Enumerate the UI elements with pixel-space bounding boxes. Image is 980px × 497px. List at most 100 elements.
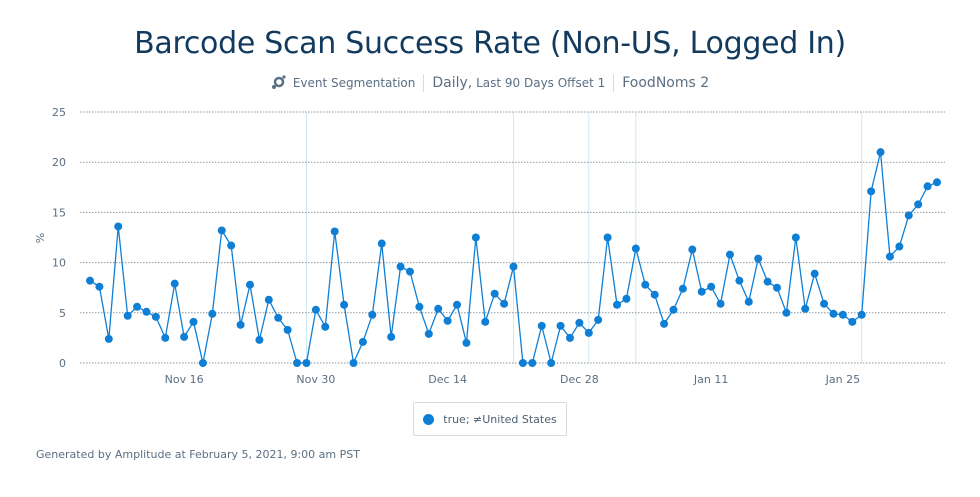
data-point: [537, 321, 546, 330]
data-point: [405, 267, 414, 276]
data-point: [716, 299, 725, 308]
data-point: [895, 242, 904, 251]
project-name: FoodNoms 2: [622, 75, 710, 91]
data-point: [810, 269, 819, 278]
data-point: [453, 300, 462, 309]
legend[interactable]: true; ≠United States: [413, 402, 567, 436]
data-point: [857, 310, 866, 319]
data-point: [556, 321, 565, 330]
data-point: [660, 319, 669, 328]
data-point: [142, 307, 151, 316]
data-point: [434, 304, 443, 313]
data-point: [151, 312, 160, 321]
data-point: [245, 280, 254, 289]
data-point: [462, 338, 471, 347]
data-point: [208, 309, 217, 318]
data-point: [933, 178, 941, 187]
data-point: [123, 311, 132, 320]
data-point: [622, 294, 631, 303]
chart-subtitle: Event Segmentation Daily, Last 90 Days O…: [0, 74, 980, 92]
event-segmentation-icon: [271, 74, 287, 92]
line-chart: 0 5 10 15 20 25% Nov 16 Nov 30 Dec 14 Dec 28 Jan 1…: [34, 106, 945, 386]
chart-title: Barcode Scan Success Rate (Non-US, Logge…: [134, 26, 846, 61]
y-tick-label: 10: [52, 257, 66, 270]
data-point: [791, 233, 800, 242]
data-point: [170, 279, 179, 288]
y-tick-label: 0: [59, 357, 66, 370]
data-point: [189, 317, 198, 326]
data-point: [885, 252, 894, 261]
data-point: [387, 332, 396, 341]
data-point: [914, 200, 923, 209]
data-point: [678, 284, 687, 293]
y-tick-label: 25: [52, 106, 66, 119]
data-point: [876, 148, 885, 157]
data-point: [133, 302, 142, 311]
data-point: [264, 295, 273, 304]
data-point: [349, 359, 358, 367]
data-point: [358, 337, 367, 346]
data-point: [293, 359, 302, 367]
data-point: [631, 244, 640, 253]
data-point: [283, 325, 292, 334]
data-point: [180, 332, 189, 341]
data-point: [867, 187, 876, 196]
data-point: [707, 282, 716, 291]
footer-note: Generated by Amplitude at February 5, 20…: [36, 448, 360, 461]
data-point: [377, 239, 386, 248]
data-point: [735, 276, 744, 285]
data-point: [481, 317, 490, 326]
data-point: [95, 282, 104, 291]
data-point: [829, 309, 838, 318]
data-point: [688, 245, 697, 254]
x-tick-label: Jan 25: [825, 373, 860, 386]
data-point: [923, 182, 932, 191]
data-point: [528, 359, 537, 367]
x-tick-label: Nov 16: [165, 373, 204, 386]
data-point: [500, 299, 509, 308]
data-point: [594, 315, 603, 324]
data-point: [302, 359, 311, 367]
data-point: [114, 222, 123, 231]
data-point: [396, 262, 405, 271]
data-point: [584, 328, 593, 337]
data-point: [424, 329, 433, 338]
data-point: [198, 359, 207, 367]
data-point: [669, 305, 678, 314]
data-point: [86, 276, 94, 285]
data-point: [311, 305, 320, 314]
data-point: [763, 277, 772, 286]
data-point: [227, 241, 236, 250]
data-point: [547, 359, 556, 367]
data-point: [104, 334, 113, 343]
data-point: [613, 300, 622, 309]
data-point: [697, 287, 706, 296]
data-point: [274, 313, 283, 322]
data-point: [471, 233, 480, 242]
data-point: [509, 262, 518, 271]
data-point: [236, 320, 245, 329]
interval: Daily,: [432, 75, 473, 91]
data-point: [773, 283, 782, 292]
data-point: [321, 322, 330, 331]
y-tick-label: 20: [52, 156, 66, 169]
data-point: [161, 333, 170, 342]
data-point: [368, 310, 377, 319]
y-tick-label: 5: [59, 307, 66, 320]
data-point: [744, 297, 753, 306]
x-tick-label: Jan 11: [693, 373, 728, 386]
data-point: [443, 316, 452, 325]
data-point: [340, 300, 349, 309]
data-point: [330, 227, 339, 236]
data-point: [575, 318, 584, 327]
date-range: Last 90 Days Offset 1: [476, 76, 606, 90]
data-point: [217, 226, 226, 235]
data-point: [415, 302, 424, 311]
data-point: [782, 308, 791, 317]
x-tick-label: Dec 14: [428, 373, 467, 386]
chart-kind: Event Segmentation: [292, 76, 416, 90]
data-point: [725, 250, 734, 259]
data-point: [838, 310, 847, 319]
x-tick-label: Nov 30: [296, 373, 335, 386]
